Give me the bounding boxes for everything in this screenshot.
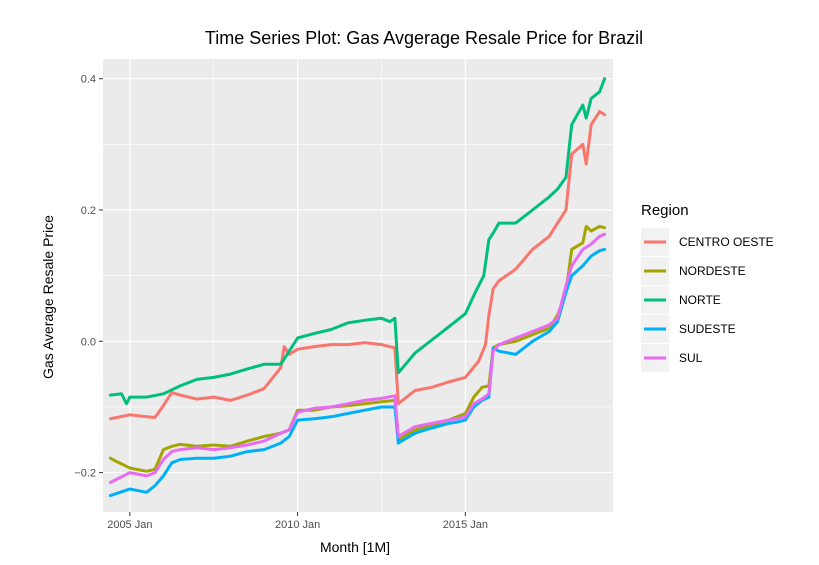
legend: Region CENTRO OESTE NORDESTE NORTE SUDESTE S… — [641, 202, 774, 372]
plot-panel — [103, 59, 613, 512]
y-tick-label: 0.0 — [81, 336, 96, 348]
series-line-norte — [108, 77, 607, 406]
x-axis-title: Month [1M] — [320, 539, 390, 555]
x-tick-label: 2015 Jan — [443, 519, 488, 531]
panel-background — [103, 59, 613, 512]
series-line-sul — [108, 232, 607, 484]
legend-label-sudeste: SUDESTE — [679, 322, 736, 336]
legend-items: CENTRO OESTE NORDESTE NORTE SUDESTE SUL — [641, 228, 774, 372]
y-tick-label: −0.2 — [74, 468, 96, 480]
x-tick-label: 2010 Jan — [275, 519, 320, 531]
legend-label-norte: NORTE — [679, 293, 721, 307]
series-line-centro-oeste — [108, 110, 607, 421]
x-tick-label: 2005 Jan — [107, 519, 152, 531]
y-axis-title: Gas Average Resale Price — [40, 215, 56, 379]
y-axis: −0.2 0.0 0.2 0.4 — [74, 74, 103, 480]
chart-title: Time Series Plot: Gas Avgerage Resale Pr… — [205, 28, 643, 48]
legend-label-nordeste: NORDESTE — [679, 264, 746, 278]
y-tick-label: 0.4 — [81, 74, 96, 86]
y-tick-label: 0.2 — [81, 205, 96, 217]
legend-title: Region — [641, 202, 689, 219]
legend-label-sul: SUL — [679, 351, 703, 365]
x-axis: 2005 Jan 2010 Jan 2015 Jan — [107, 512, 488, 531]
legend-label-centro-oeste: CENTRO OESTE — [679, 235, 774, 249]
